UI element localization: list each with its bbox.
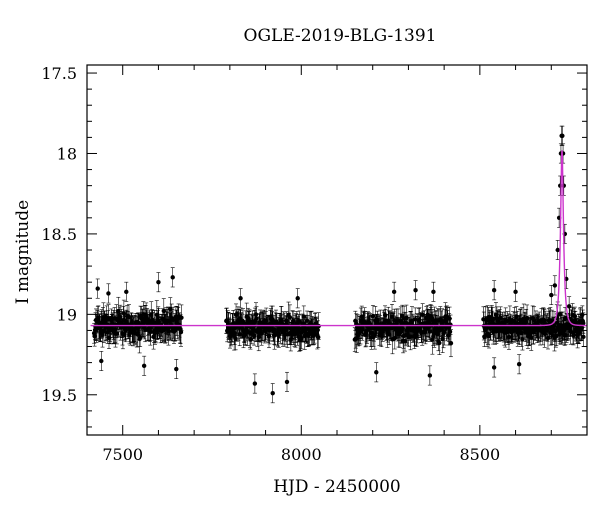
data-point xyxy=(270,390,275,396)
data-point xyxy=(253,312,259,317)
y-tick-label: 18.5 xyxy=(41,225,77,244)
data-point xyxy=(581,334,586,340)
data-point xyxy=(491,288,497,293)
data-point xyxy=(316,335,321,340)
data-point xyxy=(124,289,129,295)
data-point xyxy=(581,321,586,326)
data-point xyxy=(552,283,558,288)
data-point xyxy=(402,338,408,344)
data-point xyxy=(315,327,320,333)
data-point xyxy=(572,313,578,319)
data-point xyxy=(301,314,307,319)
data-point xyxy=(170,275,175,280)
data-point xyxy=(284,379,290,385)
plot-frame xyxy=(86,64,588,436)
data-point xyxy=(374,370,379,375)
data-point xyxy=(232,330,237,336)
data-point xyxy=(566,304,572,309)
x-tick-label: 8500 xyxy=(459,445,500,464)
data-point xyxy=(238,296,243,301)
model-curve xyxy=(90,150,587,327)
data-point xyxy=(156,279,161,285)
y-tick-label: 18 xyxy=(57,144,77,163)
data-point xyxy=(571,333,576,338)
data-point xyxy=(491,365,497,370)
data-point xyxy=(506,334,512,340)
data-point xyxy=(99,358,104,364)
data-layer xyxy=(91,125,586,404)
y-tick-label: 17.5 xyxy=(41,64,77,83)
data-point xyxy=(431,289,436,295)
chart-title: OGLE-2019-BLG-1391 xyxy=(244,26,437,46)
data-point xyxy=(106,291,111,296)
data-point xyxy=(513,289,518,295)
data-point xyxy=(413,288,418,293)
model-layer xyxy=(90,150,587,327)
ticks-layer: 7500 8000 8500 17.5 18 18.5 19 19.5 xyxy=(41,64,588,464)
data-point xyxy=(555,247,560,253)
data-point xyxy=(560,133,565,138)
data-point xyxy=(437,340,442,346)
y-tick-label: 19 xyxy=(57,305,77,324)
data-point xyxy=(114,331,120,336)
data-point xyxy=(575,331,581,336)
data-point xyxy=(179,315,184,320)
data-point xyxy=(95,286,100,291)
data-point xyxy=(580,312,585,318)
data-point xyxy=(141,363,147,369)
x-tick-label: 7500 xyxy=(102,445,143,464)
data-point xyxy=(516,362,522,367)
data-point xyxy=(174,366,179,372)
data-point xyxy=(252,381,258,386)
data-point xyxy=(137,335,143,340)
data-point xyxy=(440,336,445,341)
data-point xyxy=(554,333,559,338)
y-axis-label: I magnitude xyxy=(13,200,33,304)
data-point xyxy=(92,333,97,339)
data-point xyxy=(427,373,433,378)
data-point xyxy=(287,315,293,320)
data-point xyxy=(123,327,128,333)
data-point xyxy=(448,340,454,346)
data-point xyxy=(178,329,184,335)
x-axis-label: HJD - 2450000 xyxy=(273,477,401,497)
x-tick-label: 8000 xyxy=(281,445,322,464)
data-point xyxy=(549,292,554,298)
data-point xyxy=(447,329,453,334)
y-tick-label: 19.5 xyxy=(41,386,77,405)
data-point xyxy=(295,296,300,301)
data-point xyxy=(391,289,397,295)
